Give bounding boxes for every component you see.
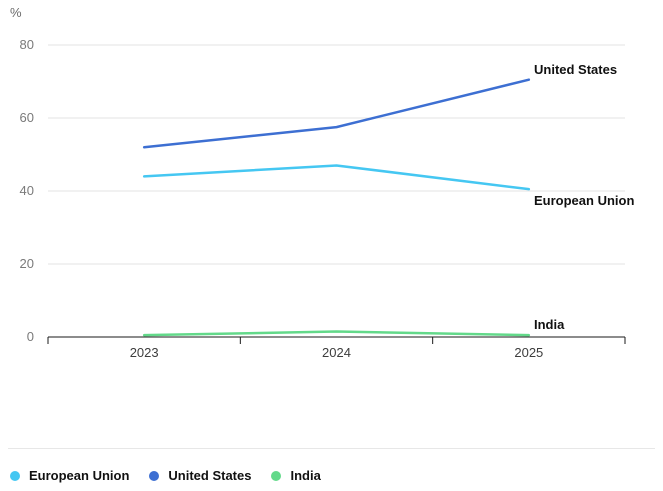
legend-dot-icon	[149, 470, 160, 481]
series-line-european-union	[142, 164, 531, 191]
legend-item-united-states: United States	[149, 468, 251, 483]
y-axis-tick-label: 40	[19, 183, 34, 198]
y-axis-tick-label: 60	[19, 110, 34, 125]
legend-item-label: European Union	[29, 468, 130, 483]
y-axis-unit-label: %	[10, 5, 22, 20]
legend-item-label: India	[290, 468, 321, 483]
legend-dot-icon	[10, 470, 20, 481]
legend-dot-icon	[271, 470, 282, 481]
legend-item-india: India	[271, 468, 321, 483]
x-axis-tick-label: 2024	[322, 345, 351, 360]
series-end-label-united-states: United States	[534, 61, 618, 77]
plot-canvas	[47, 44, 626, 344]
series-line-united-states	[142, 78, 531, 149]
y-axis-tick-label: 80	[19, 37, 34, 52]
y-axis-tick-label: 0	[26, 329, 34, 344]
chart-legend: European Union United States India	[10, 468, 321, 483]
legend-item-label: United States	[168, 468, 252, 483]
series-end-label-european-union: European Union	[534, 193, 635, 209]
y-axis-tick-label: 20	[19, 256, 34, 271]
series-line-india	[142, 330, 531, 337]
x-axis-tick-label: 2025	[514, 345, 544, 360]
x-axis-tick-label: 2023	[129, 345, 159, 360]
series-end-label-india: India	[534, 317, 565, 333]
legend-divider	[8, 448, 655, 449]
legend-item-european-union: European Union	[10, 468, 129, 483]
